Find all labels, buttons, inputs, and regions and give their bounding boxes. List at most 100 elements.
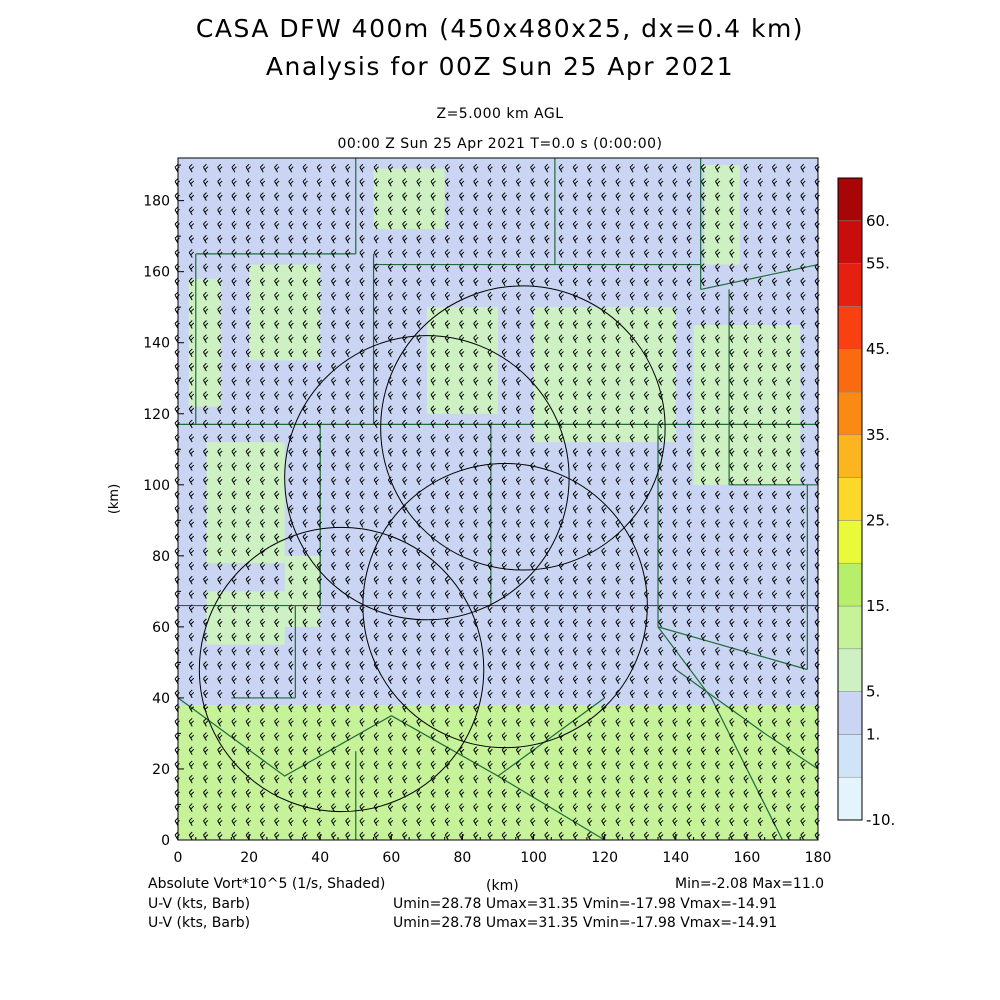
wind-barb [444, 249, 451, 258]
wind-barb [558, 675, 564, 684]
colorbar-label: 5. [866, 683, 880, 701]
wind-barb [274, 504, 280, 514]
wind-barb [359, 206, 365, 216]
wind-barb [459, 178, 465, 187]
wind-barb [587, 305, 593, 315]
wind-barb [757, 234, 763, 244]
wind-barb [601, 789, 607, 798]
wind-barb [715, 618, 721, 628]
wind-barb [473, 774, 479, 784]
wind-barb [501, 746, 507, 756]
wind-barb [188, 462, 195, 471]
wind-barb [771, 689, 778, 699]
wind-barb [601, 590, 607, 599]
wind-barb [757, 476, 763, 486]
wind-barb [203, 519, 209, 528]
wind-barb [544, 504, 550, 514]
wind-barb [331, 490, 337, 500]
wind-barb [416, 263, 422, 272]
wind-barb [217, 192, 223, 201]
wind-barb [487, 362, 493, 372]
wind-barb [217, 732, 223, 741]
wind-barb [629, 291, 635, 301]
wind-barb [629, 561, 635, 571]
wind-barb [572, 391, 579, 400]
wind-barb [629, 249, 635, 258]
wind-barb [601, 561, 607, 571]
wind-barb [359, 504, 365, 514]
wind-barb [402, 689, 408, 699]
wind-barb [686, 632, 692, 642]
wind-barb [459, 192, 465, 201]
wind-barb [245, 419, 251, 429]
wind-barb [316, 746, 323, 756]
wind-barb [800, 163, 806, 173]
wind-barb [203, 646, 209, 656]
wind-barb [416, 519, 422, 528]
wind-barb [359, 789, 365, 798]
wind-barb [672, 362, 678, 372]
wind-barb [288, 178, 294, 187]
wind-barb [416, 831, 422, 841]
wind-barb [203, 320, 209, 329]
wind-barb [501, 646, 507, 656]
wind-barb [302, 789, 308, 798]
wind-barb [800, 717, 806, 727]
wind-barb [274, 163, 280, 173]
wind-barb [515, 717, 522, 727]
wind-barb [643, 746, 650, 756]
wind-barb [444, 575, 451, 585]
wind-barb [629, 348, 635, 358]
vorticity-region [693, 324, 801, 485]
wind-barb [587, 433, 593, 443]
wind-barb [558, 789, 564, 798]
wind-barb [259, 362, 266, 372]
wind-barb [643, 376, 650, 386]
wind-barb [444, 561, 451, 571]
wind-barb [643, 490, 650, 500]
wind-barb [274, 561, 280, 571]
wind-barb [345, 590, 351, 599]
wind-barb [515, 817, 522, 827]
wind-barb [643, 561, 650, 571]
wind-barb [558, 533, 564, 542]
wind-barb [373, 575, 379, 585]
wind-barb [800, 789, 806, 798]
wind-barb [217, 618, 223, 628]
wind-barb [544, 746, 550, 756]
wind-barb [331, 632, 337, 642]
x-tick-label: 0 [174, 850, 183, 866]
wind-barb [203, 476, 209, 486]
wind-barb [245, 632, 251, 642]
wind-barb [672, 220, 678, 230]
wind-barb [501, 334, 507, 343]
wind-barb [359, 249, 365, 258]
wind-barb [188, 178, 195, 187]
wind-barb [615, 462, 621, 471]
wind-barb [416, 803, 422, 812]
wind-barb [715, 604, 721, 613]
wind-barb [288, 348, 294, 358]
wind-barb [473, 163, 479, 173]
wind-barb [587, 519, 593, 528]
wind-barb [544, 305, 550, 315]
wind-barb [231, 746, 237, 756]
wind-barb [530, 561, 536, 571]
wind-barb [643, 760, 650, 770]
wind-barb [743, 590, 749, 599]
wind-barb [188, 519, 195, 528]
wind-barb [601, 803, 607, 812]
wind-barb [259, 717, 266, 727]
wind-barb [274, 646, 280, 656]
wind-barb [729, 689, 735, 699]
wind-barb [700, 433, 707, 443]
wind-barb [402, 234, 408, 244]
wind-barb [459, 220, 465, 230]
x-tick-label: 120 [591, 850, 618, 866]
wind-barb [515, 334, 522, 343]
wind-barb [203, 632, 209, 642]
wind-barb [601, 717, 607, 727]
wind-barb [757, 462, 763, 471]
wind-barb [800, 533, 806, 542]
wind-barb [530, 746, 536, 756]
